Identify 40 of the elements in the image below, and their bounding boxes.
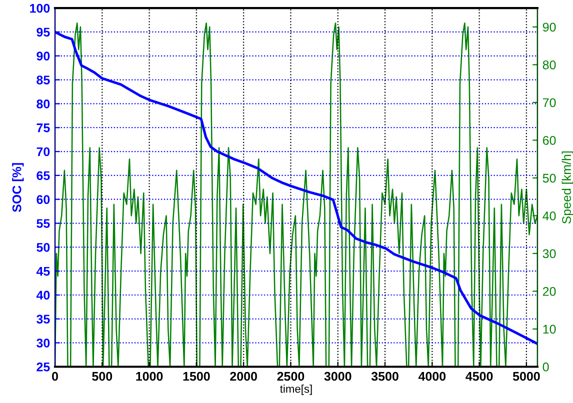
y2-tick-label: 40 bbox=[542, 212, 556, 220]
y2-tick-label: 90 bbox=[542, 22, 556, 32]
y-tick-label: 25 bbox=[36, 362, 50, 372]
y2-tick-label: 60 bbox=[542, 136, 556, 145]
y2-tick-label: 50 bbox=[542, 174, 556, 183]
x-tick-label: 2000 bbox=[230, 372, 257, 381]
y-tick-label: 35 bbox=[36, 314, 50, 324]
y-tick-label: 55 bbox=[36, 219, 50, 228]
x-tick-label: 4500 bbox=[466, 372, 493, 381]
y-tick-label: 65 bbox=[36, 171, 50, 180]
y-tick-label: 40 bbox=[36, 290, 50, 300]
y-tick-label: 70 bbox=[36, 147, 50, 156]
y-tick-label: 85 bbox=[36, 76, 50, 84]
y-tick-label: 45 bbox=[36, 267, 50, 276]
x-axis-title: time[s] bbox=[280, 384, 312, 395]
y2-tick-label: 0 bbox=[542, 362, 549, 372]
y-tick-label: 60 bbox=[36, 195, 50, 204]
x-tick-label: 1500 bbox=[183, 372, 210, 381]
x-tick-label: 1000 bbox=[136, 372, 163, 381]
y2-tick-label: 10 bbox=[543, 324, 556, 334]
y2-tick-label: 70 bbox=[542, 98, 556, 108]
y-tick-label: 50 bbox=[36, 242, 50, 252]
y-tick-label: 100 bbox=[30, 4, 50, 13]
x-tick-label: 2500 bbox=[277, 372, 304, 381]
y-tick-label: 80 bbox=[36, 100, 50, 108]
y-tick-label: 75 bbox=[36, 124, 50, 132]
y2-tick-label: 20 bbox=[542, 287, 556, 296]
y-tick-label: 90 bbox=[36, 52, 50, 61]
x-tick-label: 3000 bbox=[324, 372, 352, 381]
x-tick-label: 500 bbox=[92, 372, 112, 381]
y-tick-label: 95 bbox=[36, 28, 50, 37]
y2-axis-title: Speed [km/h] bbox=[562, 151, 573, 224]
y2-tick-label: 80 bbox=[542, 60, 556, 70]
x-tick-label: 5000 bbox=[512, 372, 540, 381]
x-tick-label: 3500 bbox=[371, 372, 398, 381]
y-tick-label: 30 bbox=[36, 338, 50, 348]
y-axis-title: SOC [%] bbox=[12, 163, 24, 212]
x-tick-label: 4000 bbox=[418, 372, 446, 381]
x-tick-label: 0 bbox=[52, 372, 58, 381]
y2-tick-label: 30 bbox=[542, 249, 556, 258]
